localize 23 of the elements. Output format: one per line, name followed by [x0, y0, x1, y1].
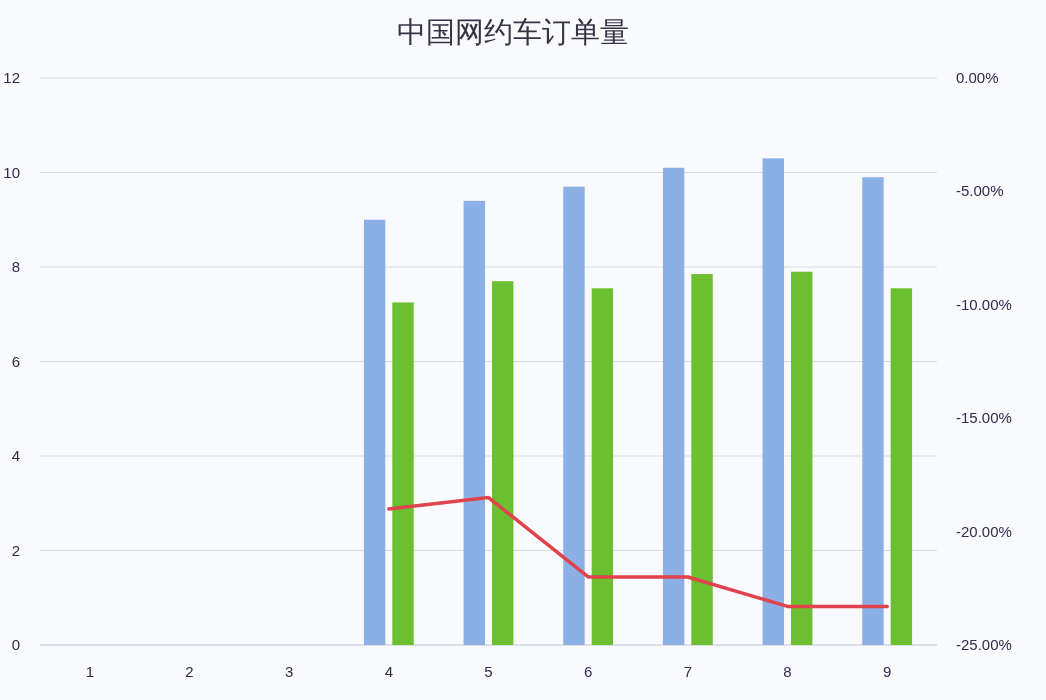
y-tick-label: 4 — [11, 447, 20, 464]
y2-tick-label: -25.00% — [956, 636, 1012, 653]
y2-tick-label: -5.00% — [956, 182, 1004, 200]
x-tick-label: 4 — [384, 663, 393, 680]
y2-tick-label: -15.00% — [956, 409, 1012, 427]
x-tick-label: 9 — [883, 663, 892, 680]
x-tick-label: 7 — [683, 663, 692, 680]
y2-tick-label: -10.00% — [956, 295, 1012, 313]
x-tick-label: 2 — [185, 663, 194, 680]
x-tick-label: 3 — [285, 663, 294, 680]
title: 中国网约车订单量 — [397, 16, 629, 48]
y2-tick-label: 0.00% — [956, 69, 999, 86]
y-tick-label: 12 — [3, 69, 20, 86]
x-tick-label: 8 — [783, 663, 792, 680]
x-tick-label: 1 — [85, 663, 94, 680]
x-tick-label: 6 — [584, 663, 593, 680]
y2-tick-label: -20.00% — [956, 522, 1012, 540]
y-tick-label: 6 — [11, 352, 20, 370]
y-tick-label: 8 — [11, 258, 20, 275]
y-tick-label: 10 — [3, 163, 20, 181]
y-tick-label: 0 — [11, 636, 20, 653]
x-tick-label: 5 — [484, 663, 493, 680]
y-tick-label: 2 — [11, 541, 20, 559]
